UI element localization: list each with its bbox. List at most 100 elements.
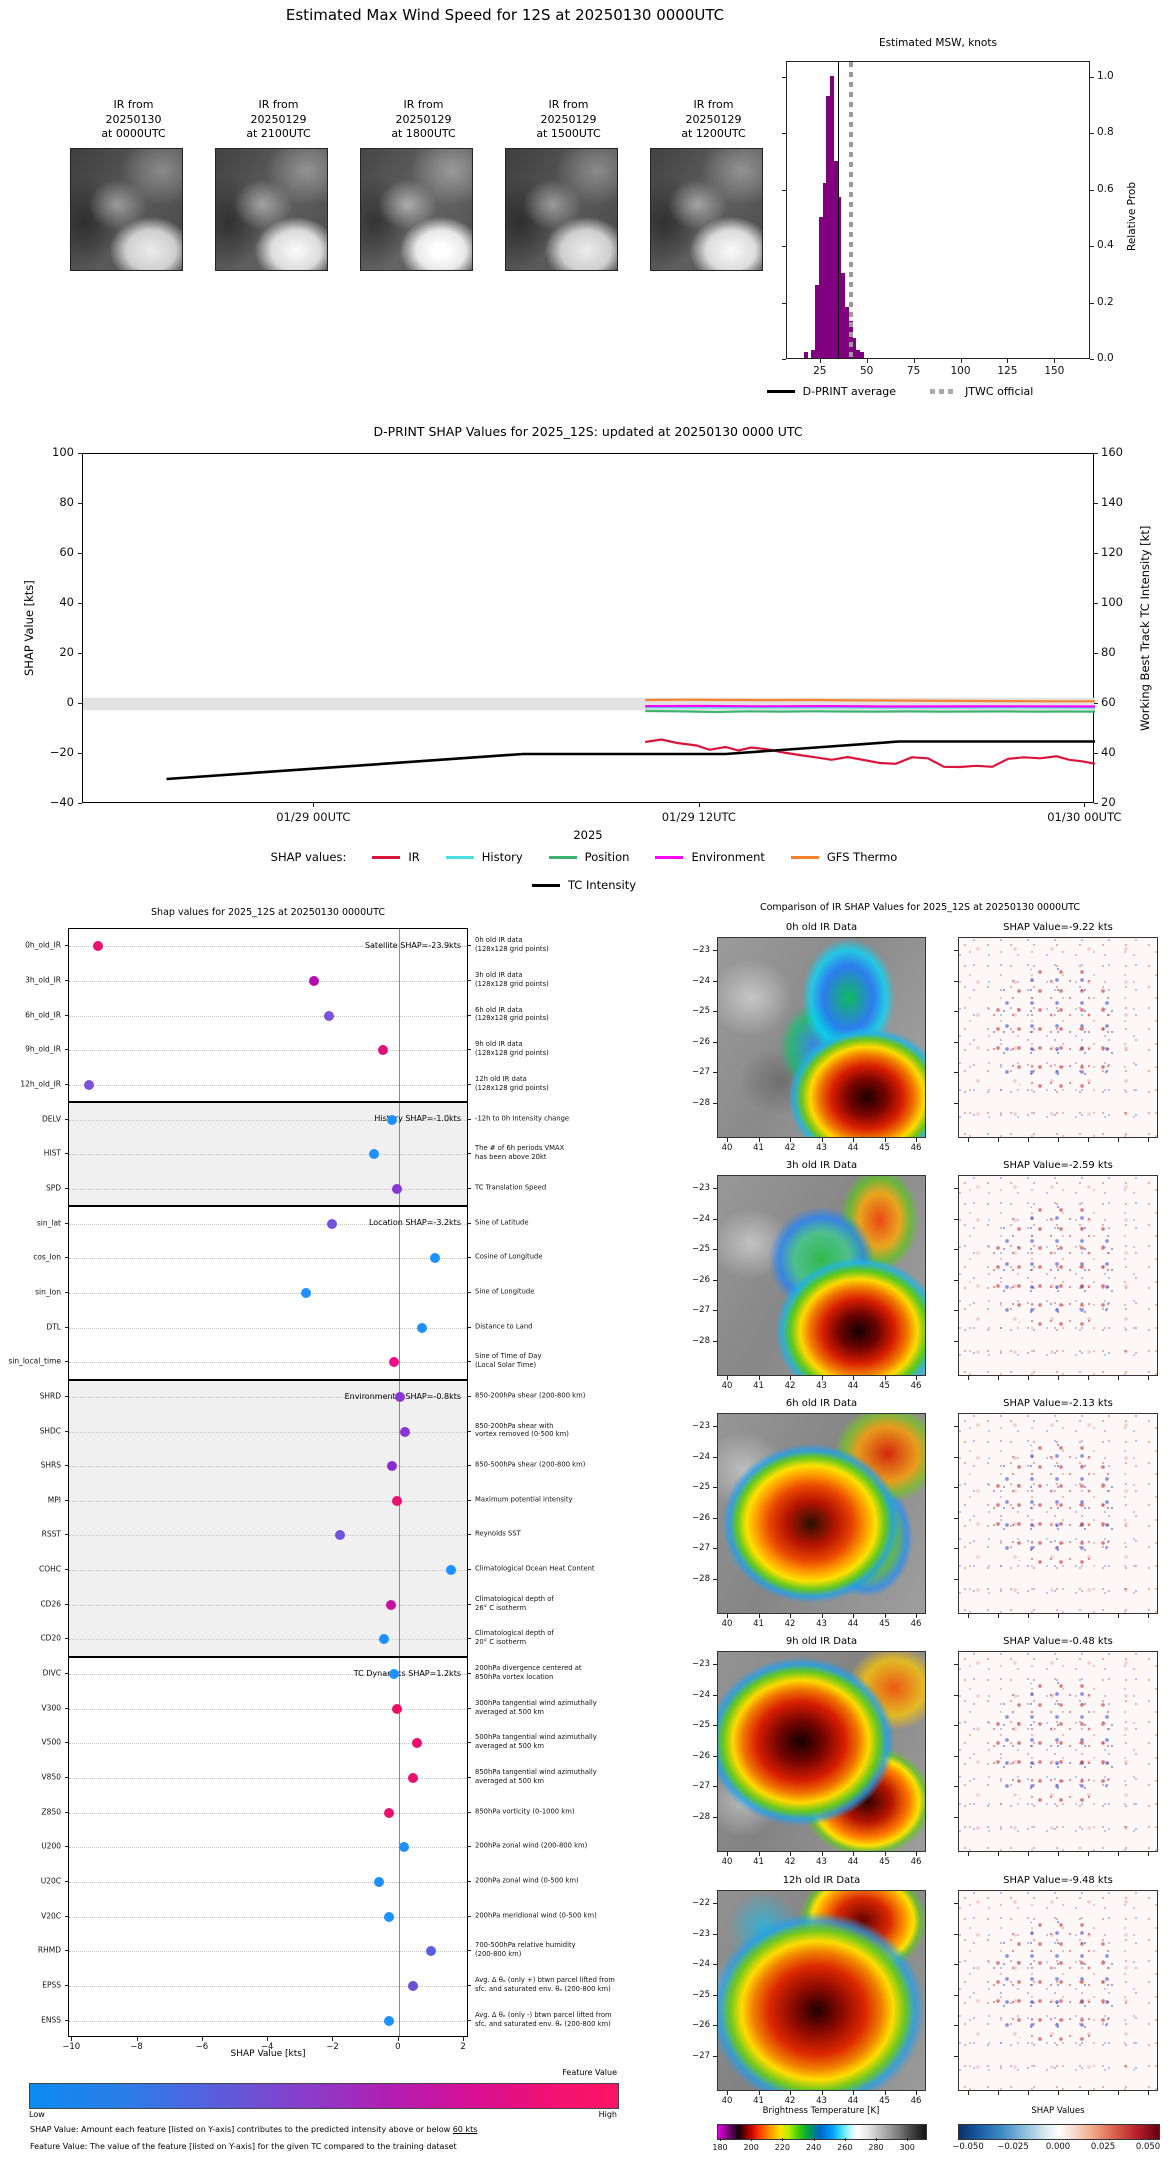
histogram-y-tick-label: 0.0 — [1097, 352, 1114, 364]
ir-x-tick-label: 41 — [753, 1143, 764, 1153]
histogram-x-tick — [819, 359, 821, 363]
histogram-x-tick-label: 100 — [950, 365, 971, 377]
row-gridline — [69, 1188, 467, 1190]
ir-panel-title: 12h old IR Data — [782, 1875, 861, 1886]
feature-desc-ENSS: Avg. Δ θₑ (only -) btwn parcel lifted fr… — [475, 2010, 612, 2028]
histogram-x-tick — [913, 359, 915, 363]
histogram-title: Estimated MSW, knots — [879, 37, 997, 49]
histogram-legend: D-PRINT average JTWC official — [640, 385, 1160, 398]
dotplot-row-tick — [65, 1222, 68, 1224]
legend-item: GFS Thermo — [790, 850, 897, 864]
shap-y-tick — [954, 1579, 958, 1580]
dotplot-row-tick — [65, 979, 68, 981]
histogram-bar — [811, 349, 816, 358]
shap-x-tick — [1118, 1376, 1119, 1380]
ir-x-tick — [821, 2091, 823, 2095]
section-separator — [69, 1655, 467, 1658]
feature-desc-12h_old_IR: 12h old IR data (128x128 grid points) — [475, 1075, 549, 1092]
row-gridline — [69, 1812, 467, 1814]
legend-label: IR — [408, 850, 420, 864]
ir-y-tick — [713, 1903, 717, 1904]
legend-swatch — [445, 855, 474, 859]
shap-colorbar-title: SHAP Values — [1031, 2106, 1085, 2116]
shap-x-tick — [968, 1852, 969, 1856]
timeseries-x-tick — [1084, 803, 1086, 807]
histogram-x-tick — [1007, 359, 1009, 363]
shap-dot-DIVC — [388, 1669, 399, 1680]
bt-colorbar-title: Brightness Temperature [K] — [762, 2106, 880, 2116]
ir-x-tick-label: 40 — [721, 1381, 733, 1391]
bt-colorbar-tick-label: 260 — [837, 2143, 853, 2152]
ir-thumbnail-label: IR from 20250129 at 1800UTC — [391, 98, 456, 141]
ir-x-tick-label: 40 — [721, 1619, 733, 1629]
shap-dot-CD26 — [385, 1599, 396, 1610]
dotplot-row-tick — [65, 1777, 68, 1779]
histogram-y-tick — [782, 302, 786, 304]
shap-dot-12h_old_IR — [84, 1079, 95, 1090]
ir-y-tick-label: −23 — [692, 1183, 710, 1193]
ir-data-image — [717, 937, 926, 1138]
dotplot-row-tick — [468, 1569, 471, 1571]
shap-colorbar-tick-label: −0.025 — [997, 2142, 1029, 2152]
ir-x-tick-label: 42 — [784, 1857, 796, 1867]
ir-x-tick-label: 45 — [879, 1619, 890, 1629]
legend-swatch — [790, 855, 819, 859]
bt-colorbar-tick — [751, 2138, 753, 2141]
dotplot-row-tick — [468, 1257, 471, 1259]
ir-x-tick — [916, 2091, 917, 2095]
histogram-y-tick — [782, 133, 786, 135]
shap-panel-title: SHAP Value=-2.59 kts — [1003, 1160, 1113, 1171]
shap-y-tick — [954, 950, 958, 951]
feature-label-V300: V300 — [41, 1703, 61, 1713]
dotplot-row-tick — [468, 1291, 471, 1293]
feature-desc-U200: 200hPa zonal wind (200-800 km) — [475, 1841, 588, 1850]
ir-y-tick-label: −26 — [692, 1750, 710, 1761]
dotplot-row-tick — [65, 1846, 68, 1848]
shap-x-tick — [998, 1376, 999, 1380]
dotplot-row-tick — [65, 1707, 68, 1709]
histogram-bar — [826, 95, 831, 358]
dotplot-row-tick — [468, 1326, 471, 1328]
ir-y-tick-label: −27 — [692, 1781, 710, 1792]
timeseries-y-tick-left — [78, 703, 82, 704]
ir-y-tick-label: −25 — [692, 1482, 710, 1493]
dotplot-row-tick — [468, 1118, 471, 1120]
timeseries-y-tick-right — [1094, 753, 1098, 754]
shap-y-tick — [954, 1456, 958, 1458]
bt-colorbar-tick-label: 200 — [743, 2143, 759, 2152]
shap-x-tick — [1058, 1376, 1059, 1380]
timeseries-y-tick-label-right: 100 — [1101, 595, 1123, 609]
row-gridline — [69, 1050, 467, 1052]
ir-thumbnail-label: IR from 20250129 at 2100UTC — [246, 98, 311, 141]
ir-x-tick-label: 44 — [847, 1619, 859, 1629]
shap-x-tick — [1028, 1376, 1029, 1380]
ir-x-tick-label: 41 — [753, 1619, 764, 1629]
row-gridline — [69, 980, 467, 982]
dotplot-row-tick — [65, 1673, 68, 1675]
shap-value-image — [958, 1651, 1158, 1852]
ir-x-tick — [853, 1138, 854, 1142]
ir-x-tick — [916, 1376, 917, 1380]
histogram-x-tick-label: 25 — [813, 365, 827, 377]
dotplot-row-tick — [65, 1638, 68, 1640]
ir-x-tick-label: 41 — [753, 2096, 764, 2106]
histogram-bar — [837, 197, 842, 358]
feature-label-sin_lat: sin_lat — [36, 1218, 61, 1228]
ir-x-tick — [916, 1138, 917, 1142]
shap-value-image — [958, 1413, 1158, 1614]
dotplot-row-tick — [468, 1638, 471, 1640]
histogram-x-tick — [960, 359, 962, 363]
shap-y-tick — [954, 1279, 958, 1281]
dotplot-x-tick — [463, 2037, 465, 2041]
ir-y-tick — [713, 1694, 717, 1696]
legend-label: History — [481, 850, 523, 864]
legend-swatch — [930, 389, 958, 394]
shap-dot-U200 — [398, 1842, 409, 1853]
shap-value-image — [958, 1175, 1158, 1376]
ir-y-tick-label: −24 — [692, 1959, 710, 1970]
dotplot-row-tick — [468, 1811, 471, 1813]
ir-y-tick-label: −25 — [692, 1006, 710, 1017]
row-gridline — [69, 1535, 467, 1537]
bt-colorbar-tick — [720, 2138, 721, 2141]
colorbar-low-label: Low — [29, 2110, 45, 2119]
